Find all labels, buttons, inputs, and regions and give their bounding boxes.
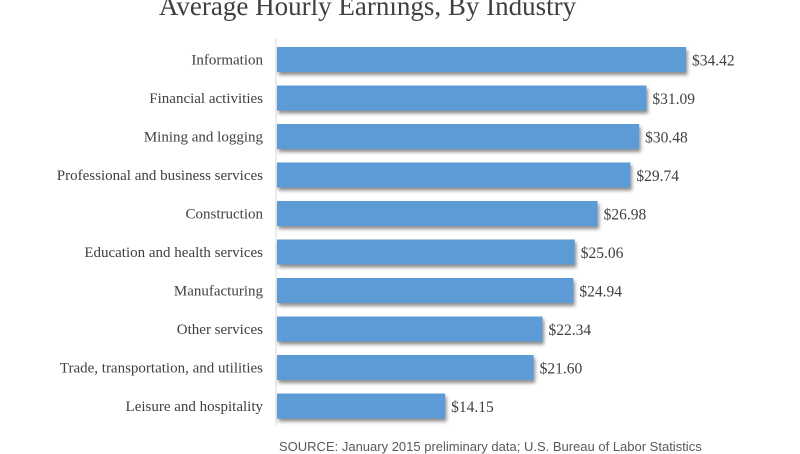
bar-5 (277, 239, 575, 265)
bar-6 (277, 278, 574, 303)
category-label-1: Financial activities (149, 91, 263, 107)
bar-8 (277, 355, 534, 380)
value-label-9: $14.15 (451, 399, 494, 416)
bar-9 (277, 393, 446, 419)
value-label-6: $24.94 (579, 284, 622, 301)
source-note: SOURCE: January 2015 preliminary data; U… (279, 439, 702, 454)
bar-1 (277, 85, 647, 111)
value-label-0: $34.42 (692, 53, 735, 70)
category-label-6: Manufacturing (174, 284, 264, 300)
category-label-4: Construction (186, 207, 264, 223)
value-label-4: $26.98 (604, 207, 647, 224)
category-label-3: Professional and business services (57, 168, 263, 184)
bar-4 (277, 201, 598, 226)
category-label-8: Trade, transportation, and utilities (60, 361, 263, 377)
bar-2 (277, 124, 640, 149)
category-label-9: Leisure and hospitality (126, 399, 264, 415)
value-label-8: $21.60 (540, 361, 583, 378)
bar-7 (277, 316, 543, 342)
category-label-2: Mining and logging (144, 130, 264, 146)
bar-0 (277, 47, 686, 72)
value-label-3: $29.74 (636, 168, 679, 185)
category-label-7: Other services (177, 322, 263, 338)
bar-3 (277, 162, 631, 188)
value-label-2: $30.48 (645, 130, 688, 147)
chart-title: Average Hourly Earnings, By Industry (158, 0, 577, 21)
value-label-7: $22.34 (548, 322, 591, 339)
value-label-5: $25.06 (581, 245, 624, 262)
category-label-0: Information (191, 53, 263, 69)
value-label-1: $31.09 (652, 91, 695, 108)
category-label-5: Education and health services (84, 245, 263, 261)
